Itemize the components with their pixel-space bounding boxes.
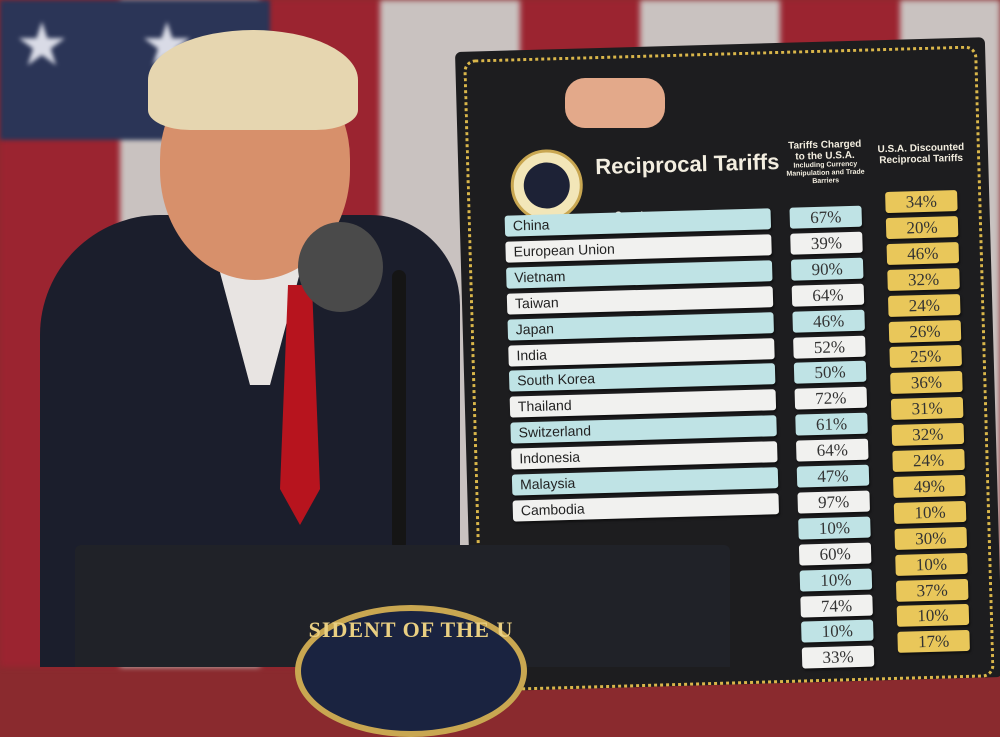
tariff-charged-cell: 60% bbox=[798, 542, 872, 566]
star-icon: ★ bbox=[15, 11, 69, 78]
discounted-tariffs-header: U.S.A. Discounted Reciprocal Tariffs bbox=[877, 141, 965, 167]
discounted-tariff-cell: 32% bbox=[887, 267, 960, 291]
tariffs-charged-header: Tariffs Charged to the U.S.A. Including … bbox=[783, 139, 868, 187]
tariff-charged-cell: 10% bbox=[798, 516, 871, 540]
discounted-tariff-cell: 31% bbox=[890, 397, 964, 421]
discounted-tariff-cell: 20% bbox=[885, 215, 959, 239]
discounted-tariff-cell: 26% bbox=[888, 319, 962, 343]
discounted-tariff-cell: 24% bbox=[892, 448, 965, 472]
discounted-tariff-cell: 10% bbox=[896, 604, 970, 628]
microphone-stand bbox=[392, 270, 406, 550]
hand bbox=[565, 78, 665, 128]
tariffs-charged-header-text: Tariffs Charged to the U.S.A. bbox=[788, 138, 862, 163]
discounted-tariff-cell: 10% bbox=[895, 552, 968, 576]
discounted-tariff-cell: 49% bbox=[893, 474, 966, 498]
tariff-charged-cell: 47% bbox=[796, 464, 870, 488]
tariff-charged-cell: 67% bbox=[789, 205, 863, 229]
tariff-charged-cell: 64% bbox=[791, 283, 865, 307]
tariff-charged-cell: 46% bbox=[792, 309, 865, 333]
discounted-tariff-cell: 17% bbox=[897, 630, 970, 654]
tariff-charged-cell: 10% bbox=[801, 619, 874, 643]
discounted-tariff-cell: 32% bbox=[891, 423, 965, 447]
tariff-charged-cell: 72% bbox=[794, 386, 868, 410]
discounted-tariff-cell: 25% bbox=[889, 345, 962, 369]
discounted-tariff-cell: 24% bbox=[887, 293, 961, 317]
tariffs-charged-subheader: Including Currency Manipulation and Trad… bbox=[786, 160, 865, 186]
discounted-tariff-cell: 34% bbox=[885, 190, 958, 214]
tariff-charged-cell: 61% bbox=[795, 412, 868, 436]
discounted-tariff-cell: 10% bbox=[893, 500, 967, 524]
board-title: Reciprocal Tariffs bbox=[594, 148, 780, 180]
discounted-tariff-cell: 30% bbox=[894, 526, 968, 550]
tariff-charged-cell: 52% bbox=[793, 335, 866, 359]
tariff-charged-cell: 33% bbox=[801, 645, 875, 669]
tariff-charged-cell: 90% bbox=[790, 257, 864, 281]
podium-seal-text: SIDENT OF THE U bbox=[308, 617, 514, 642]
discounted-tariff-cell: 46% bbox=[886, 241, 960, 265]
tariff-charged-cell: 74% bbox=[800, 594, 873, 618]
tariff-charged-cell: 50% bbox=[793, 361, 867, 385]
tariff-charged-cell: 39% bbox=[790, 231, 863, 255]
discounted-tariff-cell: 36% bbox=[890, 371, 963, 395]
discounted-tariff-cell: 37% bbox=[895, 578, 969, 602]
tariff-charged-cell: 64% bbox=[795, 438, 869, 462]
tariff-charged-cell: 10% bbox=[799, 568, 873, 592]
red-tie bbox=[280, 285, 320, 525]
hair bbox=[148, 30, 358, 130]
podium-seal: SIDENT OF THE U bbox=[295, 605, 527, 737]
microphone bbox=[298, 222, 383, 312]
tariff-charged-cell: 97% bbox=[797, 490, 870, 514]
